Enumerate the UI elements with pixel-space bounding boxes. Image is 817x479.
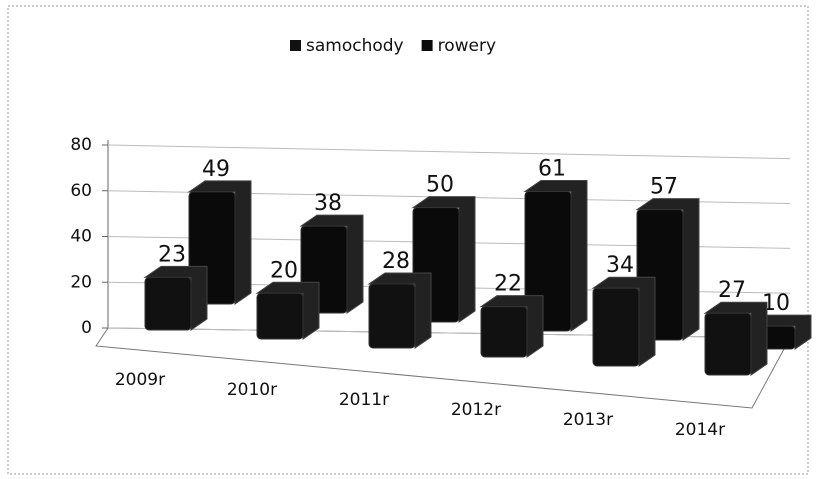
value-label: 38 (314, 191, 342, 216)
y-tick-label: 40 (70, 227, 92, 247)
value-label: 28 (382, 249, 410, 274)
y-tick-label: 80 (70, 135, 92, 155)
value-label: 20 (270, 258, 298, 283)
value-label: 50 (426, 173, 454, 198)
x-tick-label: 2009r (115, 370, 165, 390)
value-label: 27 (718, 278, 746, 303)
y-tick-label: 60 (70, 181, 92, 201)
legend-swatch (290, 40, 301, 51)
bar (144, 276, 192, 331)
y-tick-label: 20 (70, 272, 92, 292)
value-label: 34 (606, 253, 634, 278)
grid-line (107, 144, 791, 160)
legend-label: rowery (438, 36, 496, 56)
value-label: 22 (494, 272, 522, 297)
legend-swatch (421, 40, 433, 51)
y-tick-label: 0 (81, 318, 92, 338)
x-tick-label: 2014r (675, 420, 725, 440)
bar (256, 292, 304, 340)
x-tick-label: 2013r (563, 410, 613, 430)
value-label: 61 (538, 156, 566, 181)
bar (368, 283, 416, 349)
value-label: 23 (158, 242, 186, 267)
bar (480, 306, 528, 358)
x-tick-label: 2011r (339, 390, 389, 410)
x-tick-label: 2010r (227, 380, 277, 400)
bar (592, 287, 640, 367)
bar (704, 312, 752, 376)
x-tick-label: 2012r (451, 400, 501, 420)
value-label: 49 (202, 157, 230, 182)
legend-label: samochody (306, 36, 404, 56)
value-label: 57 (650, 175, 678, 200)
